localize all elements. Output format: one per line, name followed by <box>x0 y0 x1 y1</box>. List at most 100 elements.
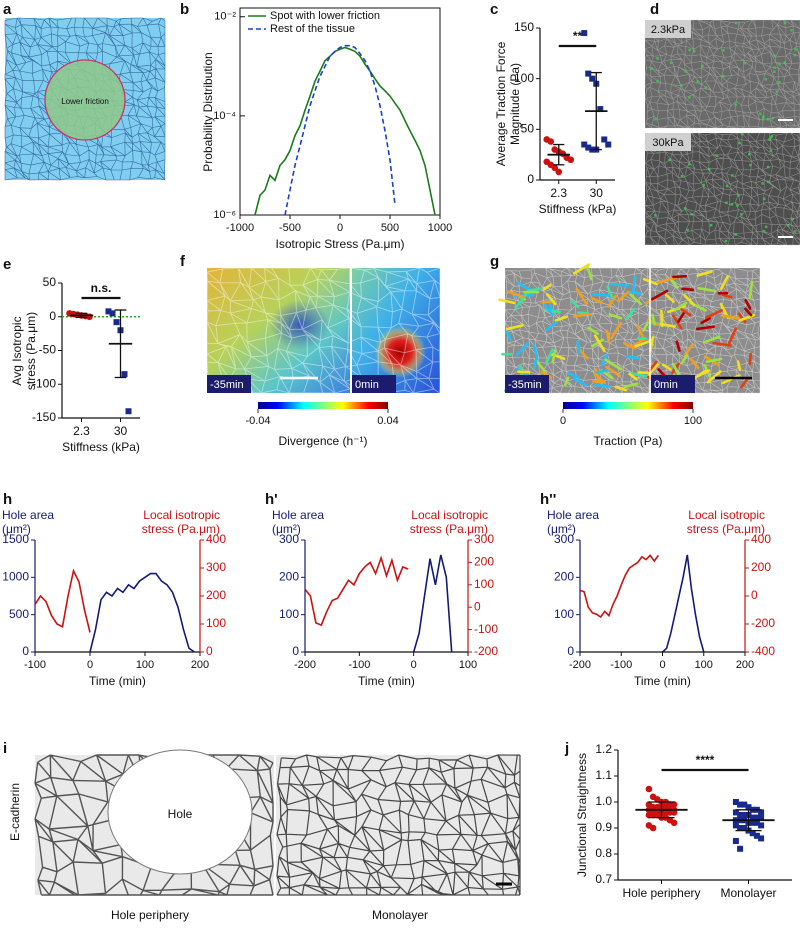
traction-arrow <box>706 370 722 384</box>
traction-arrow <box>593 372 607 385</box>
data-point <box>732 822 739 829</box>
y-tick-label: 0 <box>22 644 29 658</box>
data-point <box>86 313 93 321</box>
fluorescent-spot <box>688 48 691 52</box>
traction-arrow <box>593 383 611 388</box>
colorbar-tick-label: 0.04 <box>377 415 398 427</box>
traction-arrow <box>721 293 733 299</box>
y2-tick-label: 0 <box>751 588 758 602</box>
hole-label: Hole <box>168 807 193 821</box>
axis-series-label: Hole area (μm²) <box>2 508 55 536</box>
y-tick-label: 0.8 <box>595 846 612 860</box>
colorbar-tick-label: -0.04 <box>245 415 270 427</box>
fluorescent-spot <box>773 70 776 73</box>
x-tick-label: 30 <box>113 424 128 438</box>
traction-arrow <box>616 290 630 303</box>
fluorescent-spot <box>722 49 725 52</box>
fluorescent-spot <box>709 223 713 227</box>
y2-tick-label: 300 <box>206 560 226 574</box>
y-tick-label: 1000 <box>2 570 29 584</box>
significance-label: **** <box>696 753 715 767</box>
y-tick-label: -150 <box>32 410 56 424</box>
traction-arrow <box>683 294 696 307</box>
fluorescent-spot <box>793 230 797 233</box>
fluorescent-spot <box>656 57 659 60</box>
fluorescent-spot <box>684 70 688 73</box>
fluorescent-spot <box>770 135 774 138</box>
y2-tick-label: -100 <box>474 622 498 636</box>
y-tick-label: 10⁻⁴ <box>213 110 236 122</box>
data-point <box>105 308 112 315</box>
y-tick-label: 10⁻² <box>214 11 236 23</box>
data-point <box>737 801 744 808</box>
traction-arrow <box>595 368 610 374</box>
traction-arrow <box>623 382 639 389</box>
y-tick-label: 500 <box>9 607 29 621</box>
x-axis-label: Stiffness (kPa) <box>62 440 140 454</box>
traction-arrow <box>705 357 723 364</box>
fluorescent-spot <box>686 228 689 232</box>
x-tick-label: 100 <box>695 659 713 671</box>
fluorescent-spot <box>722 74 725 78</box>
traction-arrow <box>551 349 557 364</box>
traction-arrow <box>606 285 615 300</box>
fluorescent-spot <box>737 194 740 197</box>
y-tick-label: -100 <box>32 376 56 390</box>
fluorescent-spot <box>734 233 737 236</box>
traction-arrow <box>696 270 713 277</box>
traction-arrow <box>720 314 740 320</box>
data-point <box>121 371 128 378</box>
y-tick-label: 0 <box>567 644 574 658</box>
fluorescent-spot <box>773 66 776 69</box>
y-tick-label: 100 <box>279 607 299 621</box>
low-friction-spot <box>44 59 126 141</box>
panel-letter: a <box>3 1 12 18</box>
fluorescent-spot <box>738 141 741 145</box>
traction-arrow <box>625 307 636 321</box>
traction-arrow <box>576 340 581 354</box>
traction-arrow <box>572 263 591 275</box>
traction-arrow <box>605 329 611 344</box>
fluorescent-spot <box>747 153 751 156</box>
traction-arrow <box>674 301 688 312</box>
traction-arrow <box>625 355 640 360</box>
data-point <box>741 801 748 808</box>
traction-arrow <box>609 282 630 287</box>
tile-label: -35min <box>210 379 244 391</box>
traction-arrow <box>542 283 552 291</box>
traction-arrow <box>543 303 554 317</box>
x-tick-label: Hole periphery <box>622 886 701 900</box>
spot-label: Lower friction <box>61 97 109 106</box>
fluorescent-spot <box>654 118 657 121</box>
y2-tick-label: 200 <box>751 560 771 574</box>
traction-arrow <box>719 275 729 290</box>
traction-arrow <box>498 298 516 305</box>
traction-arrow <box>744 307 753 317</box>
data-point <box>732 838 739 844</box>
traction-arrow <box>737 312 747 324</box>
colorbar <box>258 402 388 409</box>
data-point <box>589 75 596 82</box>
traction-arrow <box>650 289 669 301</box>
traction-arrow <box>585 265 593 281</box>
y2-tick-label: -200 <box>751 616 775 630</box>
data-point <box>581 30 588 37</box>
fluorescent-spot <box>704 86 707 89</box>
fluorescent-spot <box>787 224 790 227</box>
y-tick-label: 0 <box>292 644 299 658</box>
e-cadherin-image: Hole <box>34 749 521 896</box>
tile-label-box <box>207 375 251 393</box>
significance-label: n.s. <box>91 281 112 295</box>
traction-arrow <box>661 363 672 371</box>
fluorescent-spot <box>762 197 766 201</box>
traction-arrow <box>628 372 638 381</box>
x-tick-label: -1000 <box>226 222 254 234</box>
data-point <box>597 106 604 113</box>
fluorescent-spot <box>793 53 797 57</box>
fluorescent-spot <box>702 183 705 187</box>
fluorescent-spot <box>783 21 787 25</box>
fluorescent-spot <box>692 50 696 53</box>
fluorescent-spot <box>740 213 743 216</box>
traction-arrow <box>587 326 600 336</box>
tile-label: 2.3kPa <box>651 24 686 36</box>
